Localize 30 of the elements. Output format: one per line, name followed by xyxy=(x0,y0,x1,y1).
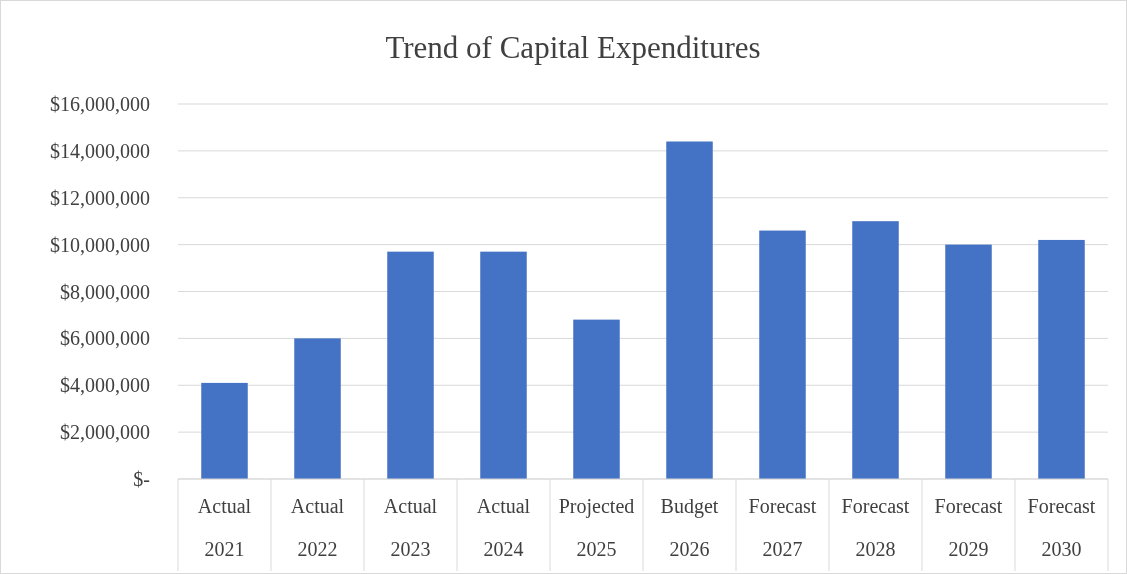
bar xyxy=(1038,239,1085,479)
x-tick-label: Actual 2024 xyxy=(476,495,531,560)
x-tick-label: Actual 2022 xyxy=(290,495,345,560)
bar xyxy=(666,141,713,479)
y-tick-label: $2,000,000 xyxy=(60,421,150,444)
bar xyxy=(201,382,248,479)
bar xyxy=(945,244,992,479)
x-tick-label: Projected 2025 xyxy=(558,495,635,560)
y-tick-label: $16,000,000 xyxy=(50,93,150,115)
bar xyxy=(480,251,527,479)
bar xyxy=(387,251,434,479)
x-tick-label: Forecast 2027 xyxy=(748,495,817,560)
y-tick-label: $8,000,000 xyxy=(60,280,150,303)
x-tick-label: Actual 2021 xyxy=(197,495,252,560)
bar xyxy=(852,221,899,479)
bar xyxy=(759,230,806,479)
y-tick-label: $4,000,000 xyxy=(60,374,150,397)
x-tick-label: Forecast 2029 xyxy=(934,495,1003,560)
y-tick-label: $10,000,000 xyxy=(50,233,150,256)
bar xyxy=(573,319,620,479)
x-tick-label: Forecast 2030 xyxy=(1027,495,1096,560)
x-tick-label: Actual 2023 xyxy=(383,495,438,560)
y-tick-label: $12,000,000 xyxy=(50,186,150,209)
y-tick-label: $14,000,000 xyxy=(50,139,150,162)
x-tick-label: Forecast 2028 xyxy=(841,495,910,560)
y-tick-label: $6,000,000 xyxy=(60,327,150,350)
bar xyxy=(294,338,341,479)
chart-title: Trend of Capital Expenditures xyxy=(385,30,761,65)
y-tick-label: $- xyxy=(133,468,150,490)
x-tick-label: Budget 2026 xyxy=(660,495,719,560)
